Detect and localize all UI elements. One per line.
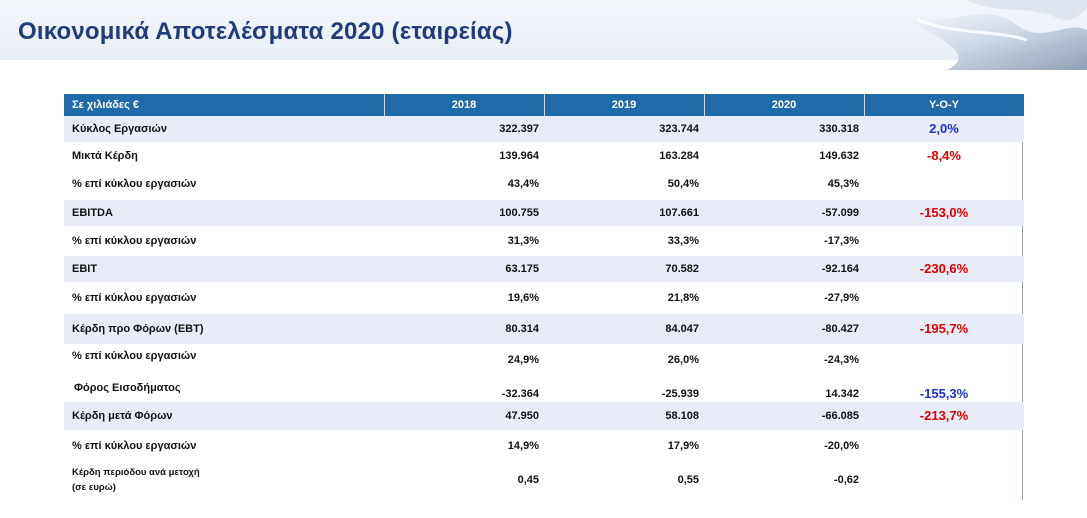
value-2018: 43,4% [507,178,539,190]
row-label: Φόρος Εισοδήματος [74,382,181,394]
table-row: % επί κύκλου εργασιών 14,9% 17,9% -20,0% [64,432,1024,460]
table-row: EBIT 63.175 70.582 -92.164 -230,6% [64,256,1024,282]
yoy-value: 2,0% [929,121,959,136]
value-2018: 14,9% [507,440,539,452]
yoy-value: -195,7% [919,321,969,336]
row-label: EBIT [72,263,98,275]
value-2019: 84.047 [665,323,699,335]
value-2019: 70.582 [665,263,699,275]
yoy-value: -153,0% [919,205,969,220]
table-row: Μικτά Κέρδη 139.964 163.284 149.632 -8,4… [64,144,1024,168]
value-2020: 14.342 [825,388,859,400]
financial-results-table: Σε χιλιάδες € 2018 2019 2020 Y-O-Y Κύκλο… [64,94,1024,500]
table-row: % επί κύκλου εργασιών 19,6% 21,8% -27,9% [64,284,1024,312]
value-2020: -57.099 [821,207,859,219]
value-2018: 47.950 [505,410,539,422]
value-2018: 139.964 [499,150,539,162]
header-divider [704,94,705,116]
value-2019: 163.284 [659,150,699,162]
value-2018: 322.397 [499,123,539,135]
yoy-value: -8,4% [927,148,961,163]
row-label: % επί κύκλου εργασιών [72,235,197,247]
value-2019: 50,4% [667,178,699,190]
row-label-line2: (σε ευρώ) [72,482,116,493]
row-label: EBITDA [72,207,113,219]
yoy-value: -213,7% [919,408,969,423]
table-row: Κέρδη προ Φόρων (EBT) 80.314 84.047 -80.… [64,314,1024,344]
value-2018: 31,3% [507,235,539,247]
table-row: Κύκλος Εργασιών 322.397 323.744 330.318 … [64,116,1024,142]
table-row: Κέρδη περιόδου ανά μετοχή (σε ευρώ) 0,45… [64,462,1024,498]
value-2019: 21,8% [667,292,699,304]
row-label: Κέρδη μετά Φόρων [72,410,173,422]
row-label: Κέρδη προ Φόρων (EBT) [72,323,204,335]
value-2019: 26,0% [667,354,699,366]
header-2018: 2018 [384,94,544,116]
row-label: % επί κύκλου εργασιών [72,440,197,452]
value-2020: -24,3% [824,354,859,366]
value-2018: 19,6% [507,292,539,304]
value-2020: -66.085 [821,410,859,422]
header-bar: Οικονομικά Αποτελέσματα 2020 (εταιρείας) [0,0,1087,70]
table-row: EBITDA 100.755 107.661 -57.099 -153,0% [64,200,1024,226]
value-2018: 0,45 [517,474,539,486]
header-divider [864,94,865,116]
page-title: Οικονομικά Αποτελέσματα 2020 (εταιρείας) [18,18,513,45]
header-yoy: Y-O-Y [864,94,1024,116]
value-2020: -92.164 [821,263,859,275]
value-2020: 330.318 [819,123,859,135]
value-2019: 107.661 [659,207,699,219]
row-label: % επί κύκλου εργασιών [72,350,197,362]
value-2018: 100.755 [499,207,539,219]
row-label-line1: Κέρδη περιόδου ανά μετοχή [72,467,200,478]
value-2019: 33,3% [667,235,699,247]
value-2019: 0,55 [677,474,699,486]
header-units: Σε χιλιάδες € [64,94,384,116]
value-2019: 58.108 [665,410,699,422]
value-2020: -17,3% [824,235,859,247]
header-divider [384,94,385,116]
row-label: % επί κύκλου εργασιών [72,292,197,304]
row-label: % επί κύκλου εργασιών [72,178,197,190]
value-2020: -27,9% [824,292,859,304]
value-2018: 63.175 [505,263,539,275]
yoy-value: -230,6% [919,261,969,276]
table-right-border [1022,94,1023,500]
value-2020: -20,0% [824,440,859,452]
table-row: Φόρος Εισοδήματος -32.364 -25.939 14.342… [64,376,1024,401]
table-row: Κέρδη μετά Φόρων 47.950 58.108 -66.085 -… [64,402,1024,430]
yoy-value: -155,3% [919,386,969,401]
table-row: % επί κύκλου εργασιών 31,3% 33,3% -17,3% [64,228,1024,254]
value-2020: 45,3% [827,178,859,190]
row-label: Μικτά Κέρδη [72,150,138,162]
value-2018: 24,9% [507,354,539,366]
value-2020: 149.632 [819,150,859,162]
water-splash-decoration [887,0,1087,70]
value-2019: -25.939 [661,388,699,400]
value-2018: -32.364 [501,388,539,400]
value-2020: -0,62 [833,474,859,486]
table-row: % επί κύκλου εργασιών 24,9% 26,0% -24,3% [64,346,1024,374]
value-2019: 323.744 [659,123,699,135]
value-2020: -80.427 [821,323,859,335]
row-label: Κέρδη περιόδου ανά μετοχή (σε ευρώ) [72,465,200,495]
value-2018: 80.314 [505,323,539,335]
value-2019: 17,9% [667,440,699,452]
row-label: Κύκλος Εργασιών [72,123,167,135]
table-row: % επί κύκλου εργασιών 43,4% 50,4% 45,3% [64,170,1024,198]
header-divider [544,94,545,116]
header-2019: 2019 [544,94,704,116]
header-2020: 2020 [704,94,864,116]
